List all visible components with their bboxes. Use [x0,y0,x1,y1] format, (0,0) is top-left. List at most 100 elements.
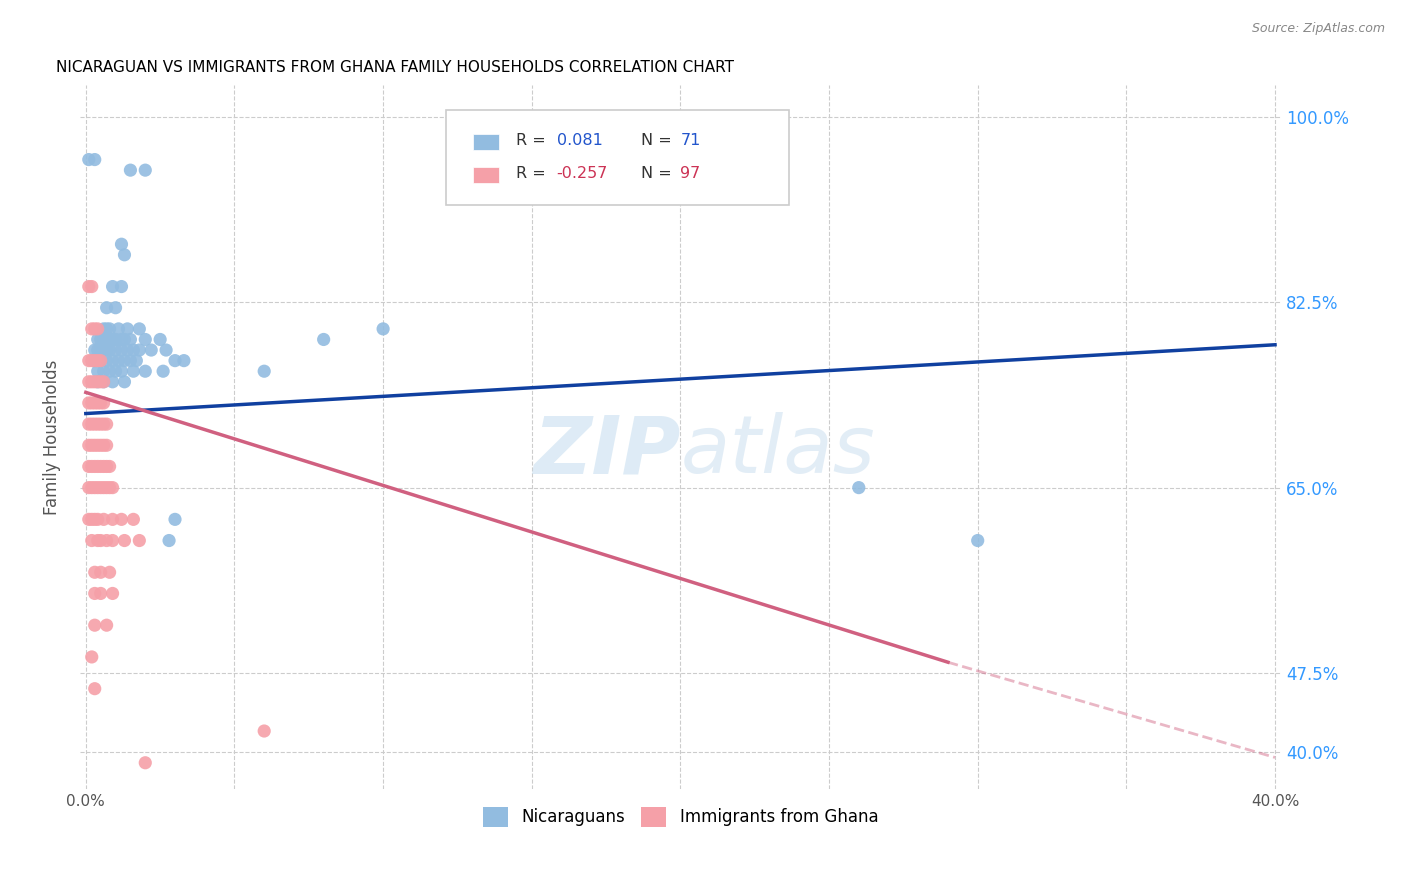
Point [77,481,100,495]
Point [80,396,103,410]
Point [253,364,276,378]
Point [96,533,118,548]
Point [101,533,124,548]
Point [117,322,139,336]
Point [96,353,118,368]
Text: 0.081: 0.081 [557,133,603,148]
Point [114,248,136,262]
Point [86,343,108,357]
Point [80,459,103,474]
Point [96,618,118,632]
Point [83,566,105,580]
Point [117,343,139,357]
Point [122,364,145,378]
Point [90,375,112,389]
Point [134,756,156,770]
Point [90,459,112,474]
Point [104,301,127,315]
Point [157,533,180,548]
Point [122,343,145,357]
Point [86,417,108,431]
Point [83,681,105,696]
Point [98,364,121,378]
Point [114,353,136,368]
Point [86,396,108,410]
Point [104,364,127,378]
Point [90,417,112,431]
Point [152,364,174,378]
Point [120,163,142,178]
Point [104,343,127,357]
Point [77,279,100,293]
Point [134,163,156,178]
Point [98,333,121,347]
Point [83,396,105,410]
Point [86,459,108,474]
Point [371,322,394,336]
Point [96,481,118,495]
Point [90,333,112,347]
Point [98,481,121,495]
Point [128,322,150,336]
Point [83,417,105,431]
Text: NICARAGUAN VS IMMIGRANTS FROM GHANA FAMILY HOUSEHOLDS CORRELATION CHART: NICARAGUAN VS IMMIGRANTS FROM GHANA FAMI… [56,60,734,75]
Point [110,237,132,252]
Point [90,586,112,600]
Point [83,353,105,368]
Point [120,333,142,347]
Point [77,375,100,389]
Point [80,481,103,495]
Text: R =: R = [516,133,546,148]
Point [114,533,136,548]
Text: ZIP: ZIP [533,412,681,491]
Point [96,301,118,315]
Bar [472,134,499,150]
Point [83,153,105,167]
Point [110,279,132,293]
Point [77,459,100,474]
FancyBboxPatch shape [446,110,789,205]
Point [134,333,156,347]
Point [98,459,121,474]
Point [96,322,118,336]
Point [86,533,108,548]
Point [93,343,115,357]
Point [86,512,108,526]
Point [80,533,103,548]
Point [90,353,112,368]
Point [86,333,108,347]
Point [93,322,115,336]
Point [96,459,118,474]
Point [173,353,195,368]
Point [93,481,115,495]
Point [101,481,124,495]
Point [77,512,100,526]
Point [90,566,112,580]
Point [93,459,115,474]
Point [163,512,186,526]
Point [90,396,112,410]
Point [80,322,103,336]
Point [110,333,132,347]
Point [80,438,103,452]
Point [83,353,105,368]
Point [98,322,121,336]
Point [96,343,118,357]
Point [128,343,150,357]
Point [90,353,112,368]
Point [80,649,103,664]
Point [149,333,172,347]
Point [93,333,115,347]
Point [125,353,148,368]
Point [86,375,108,389]
Point [90,343,112,357]
Legend: Nicaraguans, Immigrants from Ghana: Nicaraguans, Immigrants from Ghana [475,800,884,834]
Point [80,375,103,389]
Point [93,396,115,410]
Point [110,512,132,526]
Point [848,481,870,495]
Point [101,333,124,347]
Point [77,396,100,410]
Point [101,279,124,293]
Point [110,343,132,357]
